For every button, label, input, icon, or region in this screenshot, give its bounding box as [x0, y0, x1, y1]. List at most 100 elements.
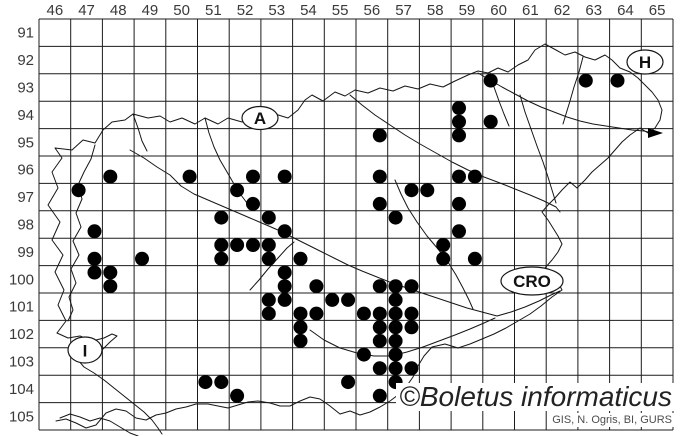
river-line: [129, 149, 561, 317]
river-outflow-arrow: [648, 128, 663, 138]
occurrence-dot-53-98-SE: [277, 224, 292, 239]
col-label-60: 60: [490, 2, 507, 19]
row-label-93: 93: [17, 80, 34, 97]
row-label-102: 102: [9, 326, 34, 343]
occurrence-dot-64-93-NW: [610, 73, 625, 88]
occurrence-dot-57-102-NE: [404, 320, 419, 335]
river-line: [349, 94, 561, 213]
occurrence-dot-53-101-SW: [261, 306, 276, 321]
axis-labels-layer: 46 47 48 49 50 51 52 53 54 55 56 57 58 59 60 61 62 63 64 65…: [9, 2, 666, 425]
occurrence-dot-54-100-SE: [309, 279, 324, 294]
occurrence-dot-57-102-SW: [388, 333, 403, 348]
occurrence-dot-55-101-NW: [325, 292, 340, 307]
occurrence-dot-52-104-SW: [230, 388, 245, 403]
occurrence-dot-47-99-SE: [87, 251, 102, 266]
country-label-CRO: CRO: [513, 272, 551, 291]
occurrence-dot-56-103-SE: [372, 361, 387, 376]
occurrence-dot-54-99-SW: [293, 251, 308, 266]
occurrence-dot-57-101-SW: [388, 306, 403, 321]
col-label-47: 47: [78, 2, 95, 19]
river-line: [477, 72, 653, 134]
row-label-91: 91: [17, 25, 34, 42]
col-label-57: 57: [395, 2, 412, 19]
occurrence-dot-53-100-NE: [277, 265, 292, 280]
row-label-101: 101: [9, 299, 34, 316]
country-labels-layer: A H CRO I: [67, 49, 664, 364]
occurrence-dot-57-98-NW: [388, 210, 403, 225]
occurrence-dot-56-104-SE: [372, 388, 387, 403]
occurrence-dot-56-102-SE: [372, 333, 387, 348]
occurrence-dot-48-100-NW: [103, 265, 118, 280]
country-ellipse-I: [67, 336, 103, 364]
col-label-52: 52: [237, 2, 254, 19]
occurrence-dot-58-99-SE: [436, 251, 451, 266]
occurrence-dot-51-104-NW: [198, 375, 213, 390]
col-label-55: 55: [332, 2, 349, 19]
occurrence-dot-59-96-SW: [452, 169, 466, 184]
occurrence-dot-59-99-SE: [467, 251, 482, 266]
col-label-48: 48: [110, 2, 127, 19]
col-label-65: 65: [649, 2, 666, 19]
occurrence-dot-57-97-NE: [404, 183, 419, 198]
col-label-63: 63: [585, 2, 602, 19]
row-label-95: 95: [17, 134, 34, 151]
attribution-text: GIS, N. Ogris, BI, GURS: [550, 413, 674, 427]
occurrence-dot-59-96-SE: [467, 169, 482, 184]
occurrence-dot-60-93-NW: [483, 73, 498, 88]
row-label-99: 99: [17, 244, 34, 261]
occurrence-dot-57-103-NW: [388, 347, 403, 362]
occurrence-dot-52-97-SE: [246, 196, 260, 211]
country-border-line: [59, 413, 139, 436]
col-label-62: 62: [554, 2, 571, 19]
occurrence-dot-52-97-NW: [230, 183, 245, 198]
row-label-98: 98: [17, 217, 34, 234]
occurrence-dot-53-100-SE: [277, 279, 292, 294]
col-label-58: 58: [427, 2, 444, 19]
col-label-61: 61: [522, 2, 539, 19]
row-label-103: 103: [9, 354, 34, 371]
occurrence-dot-54-102-SW: [293, 333, 308, 348]
occurrence-dot-51-104-NE: [214, 375, 229, 390]
occurrence-dot-57-102-NW: [388, 320, 403, 335]
country-ellipse-H: [626, 49, 664, 75]
occurrence-dot-56-103-NW: [356, 347, 371, 362]
col-label-54: 54: [300, 2, 317, 19]
col-label-56: 56: [364, 2, 381, 19]
occurrence-dot-59-97-SW: [452, 196, 466, 211]
occurrence-dot-53-96-SE: [277, 169, 292, 184]
occurrence-dot-53-98-NW: [261, 210, 276, 225]
occurrence-dot-56-101-SW: [356, 306, 371, 321]
occurrence-dot-53-99-NW: [261, 238, 276, 252]
row-label-97: 97: [17, 189, 34, 206]
occurrence-dot-59-94-NW: [452, 101, 466, 115]
col-label-53: 53: [268, 2, 285, 19]
country-ellipse-CRO: [500, 266, 564, 296]
occurrence-dot-53-101-NW: [261, 292, 276, 307]
occurrence-dot-48-100-SW: [103, 279, 118, 294]
occurrence-dot-59-98-SW: [452, 224, 466, 239]
row-label-105: 105: [9, 408, 34, 425]
occurrence-dot-47-97-NW: [71, 183, 86, 198]
occurrence-dot-57-101-NW: [388, 292, 403, 307]
occurrence-dot-57-101-SE: [404, 306, 419, 321]
occurrence-dot-54-101-SE: [309, 306, 324, 321]
occurrence-dot-47-98-SE: [87, 224, 102, 239]
occurrence-dot-55-101-NE: [341, 292, 356, 307]
occurrence-dot-56-100-SE: [372, 279, 387, 294]
occurrence-dot-52-99-NE: [246, 238, 260, 252]
occurrence-dot-51-99-SE: [214, 251, 229, 266]
country-label-A: A: [254, 109, 266, 128]
country-label-I: I: [83, 341, 88, 360]
occurrence-dot-57-103-SW: [388, 361, 403, 376]
row-label-100: 100: [9, 271, 34, 288]
river-line: [519, 94, 557, 204]
occurrence-dot-58-99-NE: [436, 238, 451, 252]
copyright-text: ©Boletus informaticus: [396, 383, 675, 411]
occurrence-dot-63-93-NW: [578, 73, 593, 88]
occurrence-dot-54-102-NW: [293, 320, 308, 335]
col-label-49: 49: [142, 2, 159, 19]
occurrence-dot-56-96-SE: [372, 169, 387, 184]
river-line: [67, 144, 96, 322]
